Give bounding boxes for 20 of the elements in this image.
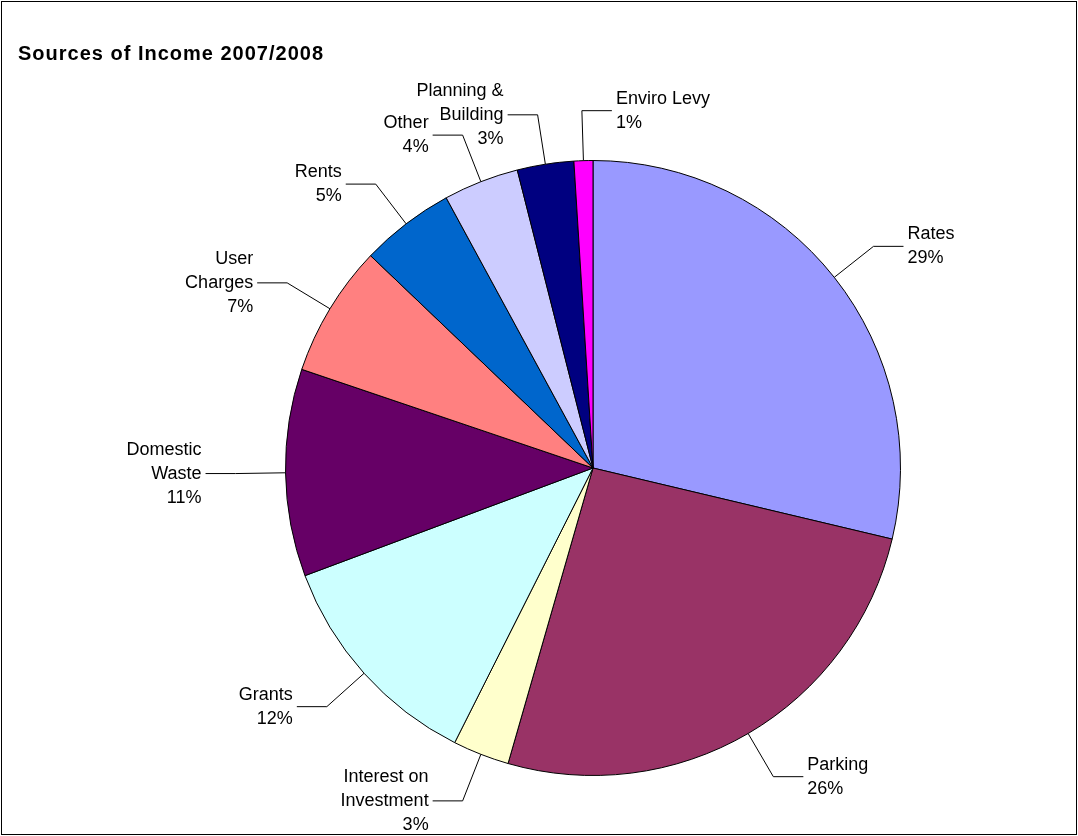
data-label: 5% (315, 185, 342, 206)
slice-label: Rents (294, 161, 342, 182)
slice-label: Rates (907, 223, 955, 244)
slice-label: Other (383, 112, 429, 133)
slice-label: User Charges (185, 247, 254, 292)
slice-label: Enviro Levy (615, 87, 710, 108)
data-label: 11% (166, 486, 202, 507)
chart-title: Sources of Income 2007/2008 (18, 42, 325, 65)
slice-label: Interest on Investment (340, 765, 429, 810)
data-label: 3% (402, 813, 429, 834)
data-label: 1% (615, 111, 642, 132)
data-label: 7% (227, 295, 254, 316)
data-label: 4% (402, 136, 429, 157)
data-label: 29% (907, 247, 944, 268)
data-label: 3% (477, 127, 504, 148)
data-label: 26% (807, 777, 844, 798)
slice-label: Grants (238, 683, 293, 704)
data-label: 12% (256, 707, 293, 728)
slice-label: Domestic Waste (126, 438, 202, 483)
slice-label: Parking (807, 753, 869, 774)
